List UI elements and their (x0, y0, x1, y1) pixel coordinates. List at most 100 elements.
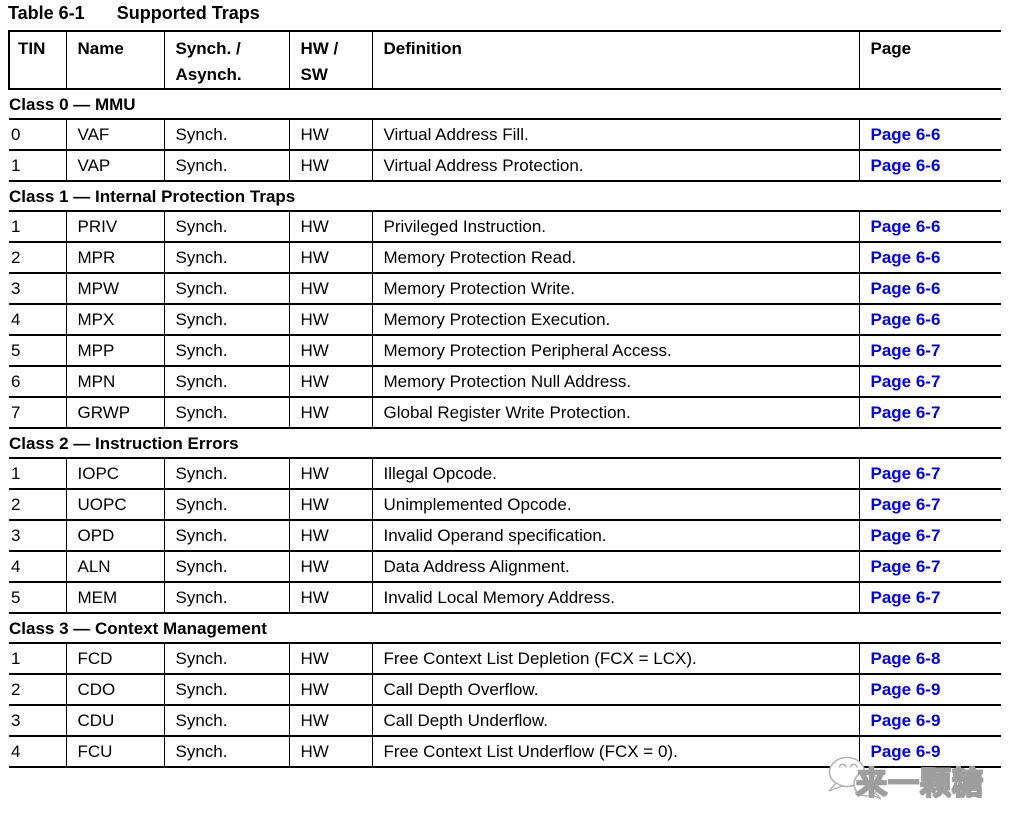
table-row: 2 MPR Synch. HW Memory Protection Read. Page … (9, 241, 1001, 273)
table-row: 3 CDU Synch. HW Call Depth Underflow. Page 6-… (9, 704, 1001, 736)
section-heading-row: Class 2 — Instruction Errors (9, 427, 1001, 458)
table-row: 6 MPN Synch. HW Memory Protection Null Addre… (9, 365, 1001, 397)
cell-synch: Synch. (163, 396, 289, 428)
cell-tin: 1 (9, 149, 66, 181)
cell-name: MPX (65, 303, 164, 335)
cell-name: CDO (65, 673, 164, 705)
cell-tin: 5 (9, 334, 66, 366)
cell-tin: 7 (9, 396, 66, 428)
table-row: 7 GRWP Synch. HW Global Register Write Prote… (9, 396, 1001, 428)
cell-tin: 2 (9, 241, 66, 273)
cell-synch: Synch. (163, 642, 289, 674)
page-link[interactable]: Page 6-6 (870, 124, 941, 144)
section-heading: Class 2 — Instruction Errors (9, 427, 1001, 458)
page-link[interactable]: Page 6-6 (870, 216, 941, 236)
section-heading: Class 3 — Context Management (9, 612, 1001, 643)
cell-synch: Synch. (163, 735, 289, 768)
cell-hw: HW (288, 550, 372, 582)
cell-tin: 2 (9, 488, 66, 520)
cell-name: MPW (65, 272, 164, 304)
cell-definition: Call Depth Underflow. (371, 704, 859, 736)
cell-page: Page 6-7 (858, 396, 1001, 428)
cell-hw: HW (288, 642, 372, 674)
cell-synch: Synch. (163, 334, 289, 366)
supported-traps-table: TIN Name Synch. / Asynch. HW / SW Definition Pa… (8, 30, 1001, 768)
page-link[interactable]: Page 6-7 (870, 340, 941, 360)
cell-name: CDU (65, 704, 164, 736)
page-link[interactable]: Page 6-7 (870, 494, 941, 514)
section-heading: Class 0 — MMU (9, 88, 1001, 119)
table-row: 1 PRIV Synch. HW Privileged Instruction. Page… (9, 210, 1001, 242)
cell-definition: Virtual Address Protection. (371, 149, 859, 181)
table-row: 3 MPW Synch. HW Memory Protection Write. Page… (9, 272, 1001, 304)
cell-tin: 1 (9, 210, 66, 242)
cell-tin: 1 (9, 642, 66, 674)
cell-name: FCU (65, 735, 164, 768)
page-link[interactable]: Page 6-6 (870, 247, 941, 267)
page-link[interactable]: Page 6-8 (870, 648, 941, 668)
cell-synch: Synch. (163, 457, 289, 489)
section-heading-row: Class 1 — Internal Protection Traps (9, 180, 1001, 211)
cell-name: GRWP (65, 396, 164, 428)
page-link[interactable]: Page 6-9 (870, 679, 941, 699)
cell-hw: HW (288, 581, 372, 613)
cell-hw: HW (288, 149, 372, 181)
cell-tin: 3 (9, 272, 66, 304)
cell-definition: Invalid Local Memory Address. (371, 581, 859, 613)
cell-page: Page 6-7 (858, 365, 1001, 397)
cell-definition: Invalid Operand specification. (371, 519, 859, 551)
section-heading-row: Class 3 — Context Management (9, 612, 1001, 643)
page-link[interactable]: Page 6-7 (870, 556, 941, 576)
page-link[interactable]: Page 6-6 (870, 309, 941, 329)
cell-name: MPR (65, 241, 164, 273)
cell-page: Page 6-6 (858, 272, 1001, 304)
cell-page: Page 6-7 (858, 488, 1001, 520)
cell-hw: HW (288, 396, 372, 428)
column-header-page: Page (858, 30, 1001, 90)
cell-page: Page 6-6 (858, 210, 1001, 242)
cell-hw: HW (288, 210, 372, 242)
cell-definition: Memory Protection Read. (371, 241, 859, 273)
page-link[interactable]: Page 6-7 (870, 371, 941, 391)
column-header-hw-sw: HW / SW (288, 30, 372, 90)
cell-page: Page 6-7 (858, 519, 1001, 551)
page-link[interactable]: Page 6-7 (870, 587, 941, 607)
cell-synch: Synch. (163, 272, 289, 304)
cell-name: MEM (65, 581, 164, 613)
column-header-synch-asynch: Synch. / Asynch. (163, 30, 289, 90)
table-header-row: TIN Name Synch. / Asynch. HW / SW Definition Pa… (8, 30, 1001, 90)
table-row: 4 FCU Synch. HW Free Context List Underflow … (9, 735, 1001, 768)
cell-name: MPP (65, 334, 164, 366)
page-link[interactable]: Page 6-6 (870, 155, 941, 175)
cell-hw: HW (288, 519, 372, 551)
cell-name: ALN (65, 550, 164, 582)
table-row: 5 MEM Synch. HW Invalid Local Memory Address… (9, 581, 1001, 613)
cell-hw: HW (288, 303, 372, 335)
cell-tin: 3 (9, 519, 66, 551)
cell-hw: HW (288, 488, 372, 520)
cell-page: Page 6-6 (858, 149, 1001, 181)
column-header-tin: TIN (8, 30, 66, 90)
cell-definition: Memory Protection Execution. (371, 303, 859, 335)
cell-synch: Synch. (163, 303, 289, 335)
cell-synch: Synch. (163, 704, 289, 736)
cell-hw: HW (288, 457, 372, 489)
page-link[interactable]: Page 6-7 (870, 525, 941, 545)
page-link[interactable]: Page 6-6 (870, 278, 941, 298)
cell-hw: HW (288, 334, 372, 366)
table-row: 1 VAP Synch. HW Virtual Address Protection. P… (9, 149, 1001, 181)
cell-page: Page 6-9 (858, 673, 1001, 705)
cell-synch: Synch. (163, 210, 289, 242)
table-title-label: Table 6-1 (8, 3, 85, 23)
page-link[interactable]: Page 6-9 (870, 710, 941, 730)
cell-synch: Synch. (163, 673, 289, 705)
cell-tin: 3 (9, 704, 66, 736)
cell-definition: Memory Protection Peripheral Access. (371, 334, 859, 366)
cell-page: Page 6-7 (858, 457, 1001, 489)
page-link[interactable]: Page 6-7 (870, 402, 941, 422)
cell-synch: Synch. (163, 519, 289, 551)
cell-synch: Synch. (163, 581, 289, 613)
page-link[interactable]: Page 6-9 (870, 741, 941, 761)
page-link[interactable]: Page 6-7 (870, 463, 941, 483)
